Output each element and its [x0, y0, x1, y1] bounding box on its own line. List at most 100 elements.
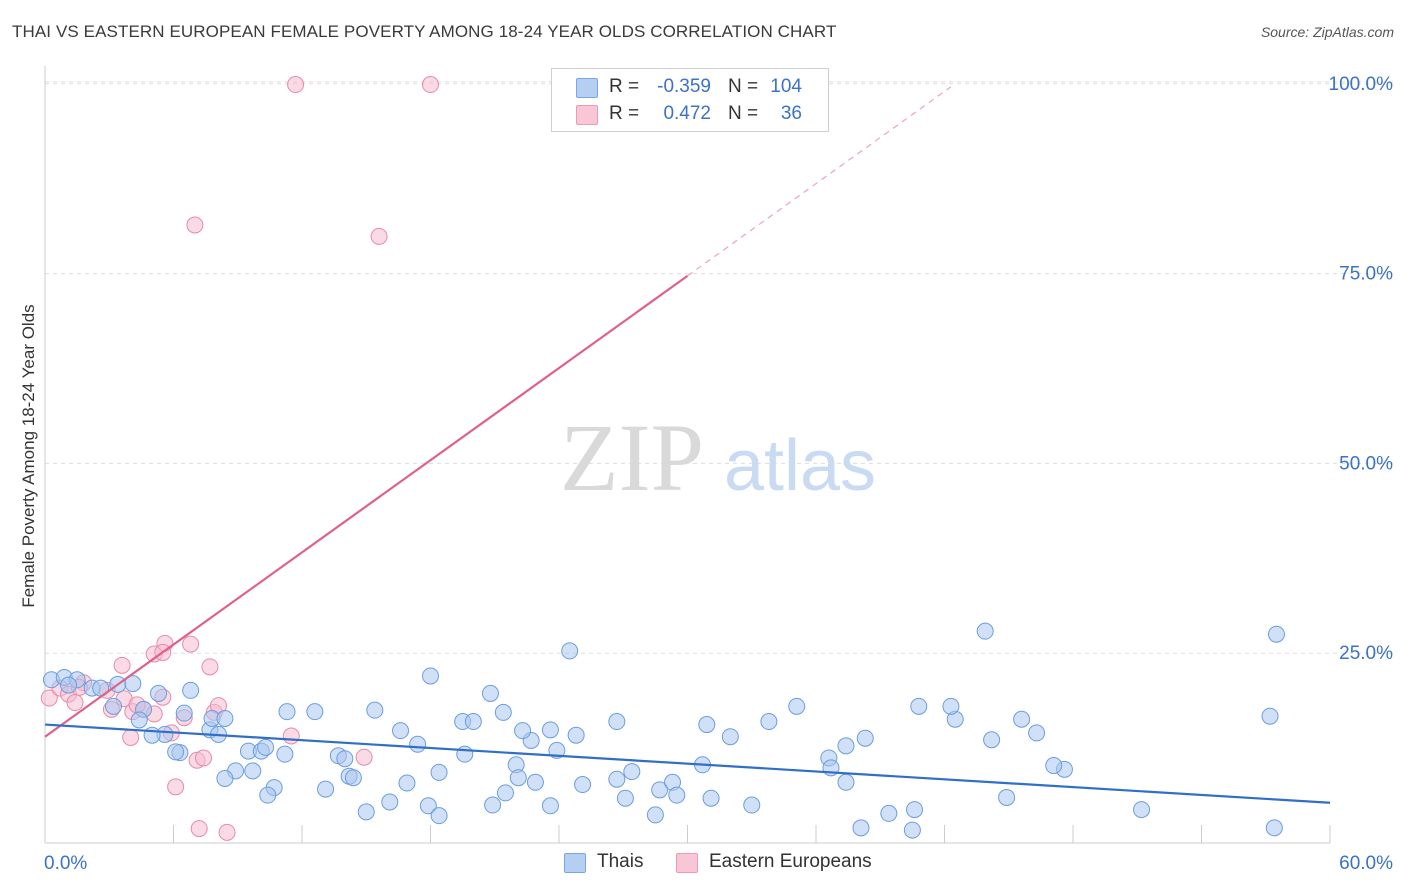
eastern-europeans-swatch [676, 853, 698, 873]
thai-point [60, 676, 78, 694]
eastern-european-point [201, 658, 219, 676]
grid-lines [45, 81, 1395, 654]
eastern-european-point [122, 728, 140, 746]
eastern-european-point [182, 635, 200, 653]
y-tick-label: 50.0% [1339, 453, 1393, 474]
thai-point [392, 722, 410, 740]
watermark-atlas: atlas [724, 426, 876, 506]
thai-point [743, 796, 761, 814]
thai-point [105, 697, 123, 715]
thai-point [567, 726, 585, 744]
eastern-european-point [422, 76, 439, 94]
thai-point [880, 804, 898, 822]
n-value: 104 [770, 76, 802, 97]
eastern-european-point [40, 689, 58, 707]
thai-point [422, 667, 439, 685]
thai-point [646, 806, 664, 824]
thai-point [419, 797, 437, 815]
thai-point [481, 684, 499, 702]
eastern-european-point [190, 820, 208, 838]
eastern-european-point [287, 76, 305, 94]
trend-lines [44, 86, 1331, 804]
thai-point [541, 721, 559, 739]
eastern-european-point [370, 227, 388, 245]
thai-point [484, 796, 502, 814]
thai-point [1028, 724, 1046, 742]
thai-point [150, 684, 168, 702]
thai-point [1265, 819, 1283, 837]
y-tick-label: 100.0% [1329, 74, 1394, 95]
thai-point [259, 786, 277, 804]
y-axis-label: Female Poverty Among 18-24 Year Olds [19, 304, 38, 607]
thai-point [721, 728, 739, 746]
thai-point [430, 807, 448, 825]
legend-row-thais: R = -0.359 N = 104 [552, 75, 828, 101]
thai-point [1133, 801, 1151, 819]
thai-point [651, 781, 669, 799]
thai-point [317, 780, 335, 798]
thai-point [464, 713, 482, 731]
thai-point [574, 776, 592, 794]
eastern-european-trend-line [44, 274, 689, 738]
thais-swatch [564, 853, 586, 873]
thai-point [788, 697, 806, 715]
thai-point [496, 784, 514, 802]
thai-point [760, 713, 778, 731]
eastern-european-point [194, 749, 212, 767]
thai-point [494, 703, 512, 721]
thai-point [906, 801, 924, 819]
y-tick-label: 25.0% [1339, 643, 1393, 664]
thai-point [344, 769, 362, 787]
watermark-zip: ZIP [560, 404, 704, 511]
thai-point [1013, 710, 1031, 728]
thai-point [852, 819, 870, 837]
thai-point [216, 769, 234, 787]
eastern-european-point [113, 656, 131, 674]
x-tick-label: 60.0% [1339, 853, 1393, 874]
eastern-european-point [282, 727, 300, 745]
thai-point [983, 731, 1001, 749]
r-label: R = [609, 76, 640, 97]
eastern-european-point [167, 778, 185, 796]
thai-point [526, 773, 544, 791]
thai-point [257, 738, 275, 756]
watermark: ZIP atlas [560, 404, 876, 511]
thai-point [430, 763, 448, 781]
thai-point [244, 762, 262, 780]
legend-label-thais: Thais [597, 851, 644, 872]
thai-point [216, 709, 234, 727]
thai-point [276, 745, 294, 763]
eastern-european-point [218, 823, 236, 841]
thai-point [130, 711, 148, 729]
thai-point [702, 789, 720, 807]
thai-point [182, 681, 200, 699]
thai-point [837, 773, 855, 791]
thai-point [1045, 757, 1063, 775]
legend-label-eastern-europeans: Eastern Europeans [709, 851, 872, 872]
legend-row-eastern-europeans: R = 0.472 N = 36 [552, 102, 828, 128]
thai-point [336, 750, 354, 768]
thai-point [903, 821, 921, 839]
thai-trend-line [44, 723, 1331, 804]
axes [44, 66, 1331, 844]
thai-point [398, 774, 416, 792]
thai-point [837, 737, 855, 755]
chart-title: THAI VS EASTERN EUROPEAN FEMALE POVERTY … [12, 22, 837, 41]
thai-point [608, 713, 626, 731]
thai-point [514, 722, 532, 740]
thai-point [167, 743, 185, 761]
eastern-europeans-swatch [576, 105, 598, 125]
x-tick-label: 0.0% [44, 853, 87, 874]
thai-point [998, 788, 1016, 806]
thai-point [278, 703, 296, 721]
thais-swatch [576, 78, 598, 98]
thai-point [910, 697, 928, 715]
eastern-european-point [66, 694, 84, 712]
y-tick-label: 75.0% [1339, 264, 1393, 285]
eastern-european-point [186, 216, 204, 234]
n-label: N = [728, 76, 759, 97]
thai-point [357, 803, 375, 821]
thai-points [42, 622, 1285, 839]
thai-point [623, 763, 641, 781]
